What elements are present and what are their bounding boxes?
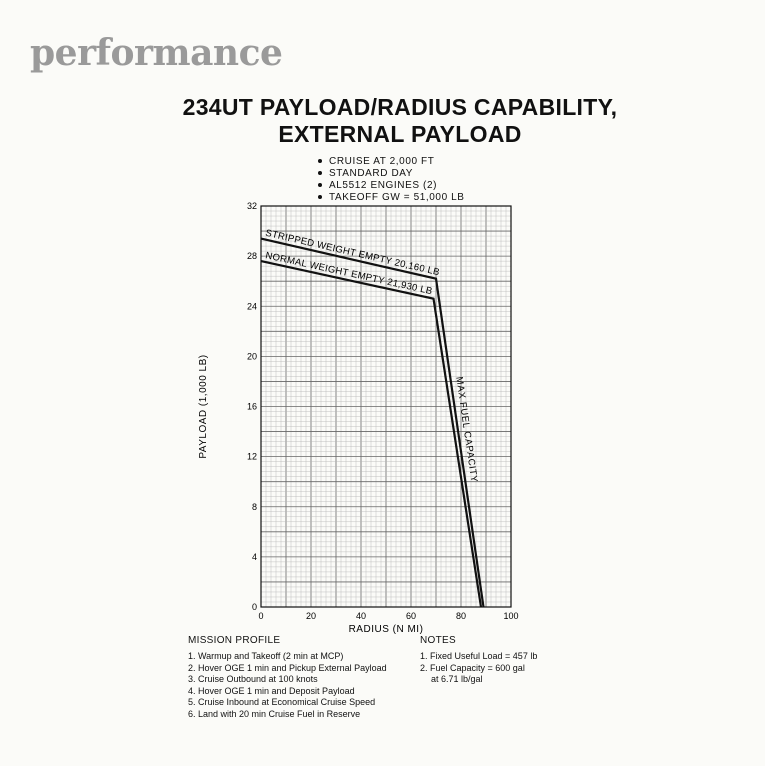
series-line-2 (260, 260, 483, 608)
x-tick-label: 60 (406, 611, 416, 621)
y-tick-label: 24 (247, 301, 257, 311)
y-tick-label: 12 (247, 452, 257, 462)
bullet-icon (318, 159, 322, 164)
bullet-icon (318, 183, 322, 188)
x-tick-label: 80 (456, 611, 466, 621)
series-line-1 (260, 237, 485, 608)
conditions-list: CRUISE AT 2,000 FT STANDARD DAY AL5512 E… (318, 156, 465, 204)
mission-profile-heading: MISSION PROFILE (188, 635, 281, 646)
plot-frame (260, 205, 512, 608)
y-tick-label: 8 (252, 502, 257, 512)
mission-step: 6. Land with 20 min Cruise Fuel in Reser… (188, 708, 361, 719)
condition-item: STANDARD DAY (318, 168, 465, 180)
tick-labels: 0 20 40 60 80 100 0 4 8 12 16 20 24 28 32 (247, 201, 519, 621)
bullet-icon (318, 195, 322, 200)
y-tick-label: 4 (252, 552, 257, 562)
mission-step: 1. Warmup and Takeoff (2 min at MCP) (188, 651, 344, 661)
y-tick-label: 32 (247, 201, 257, 211)
note-item: 1. Fixed Useful Load = 457 lb (420, 651, 538, 661)
x-tick-label: 40 (356, 611, 366, 621)
mission-step: 5. Cruise Inbound at Economical Cruise S… (188, 697, 376, 708)
brand-wordmark: performance (30, 32, 283, 74)
bullet-icon (318, 171, 322, 176)
condition-item: TAKEOFF GW = 51,000 LB (318, 192, 465, 204)
x-tick-label: 100 (503, 611, 518, 621)
condition-item: AL5512 ENGINES (2) (318, 180, 465, 192)
notes-heading: NOTES (420, 635, 456, 646)
chart-title-line-2: EXTERNAL PAYLOAD (278, 121, 522, 147)
notes-list: 1. Fixed Useful Load = 457 lb 2. Fuel Ca… (420, 651, 537, 686)
note-item: 2. Fuel Capacity = 600 gal (420, 662, 525, 673)
y-tick-label: 0 (252, 602, 257, 612)
y-axis-label: PAYLOAD (1,000 LB) (198, 354, 209, 458)
mission-step: 4. Hover OGE 1 min and Deposit Payload (188, 685, 355, 696)
x-tick-label: 20 (306, 611, 316, 621)
condition-item: CRUISE AT 2,000 FT (318, 156, 465, 168)
y-tick-label: 28 (247, 251, 257, 261)
y-tick-label: 16 (247, 402, 257, 412)
mission-step: 2. Hover OGE 1 min and Pickup External P… (188, 662, 387, 673)
mission-step: 3. Cruise Outbound at 100 knots (188, 674, 318, 685)
x-axis-label: RADIUS (N MI) (349, 624, 424, 635)
chart-title-line-1: 234UT PAYLOAD/RADIUS CAPABILITY, (182, 94, 618, 120)
mission-profile-list: 1. Warmup and Takeoff (2 min at MCP) 2. … (188, 651, 387, 721)
note-item: at 6.71 lb/gal (431, 674, 483, 685)
y-tick-label: 20 (247, 351, 257, 361)
x-tick-label: 0 (258, 611, 263, 621)
